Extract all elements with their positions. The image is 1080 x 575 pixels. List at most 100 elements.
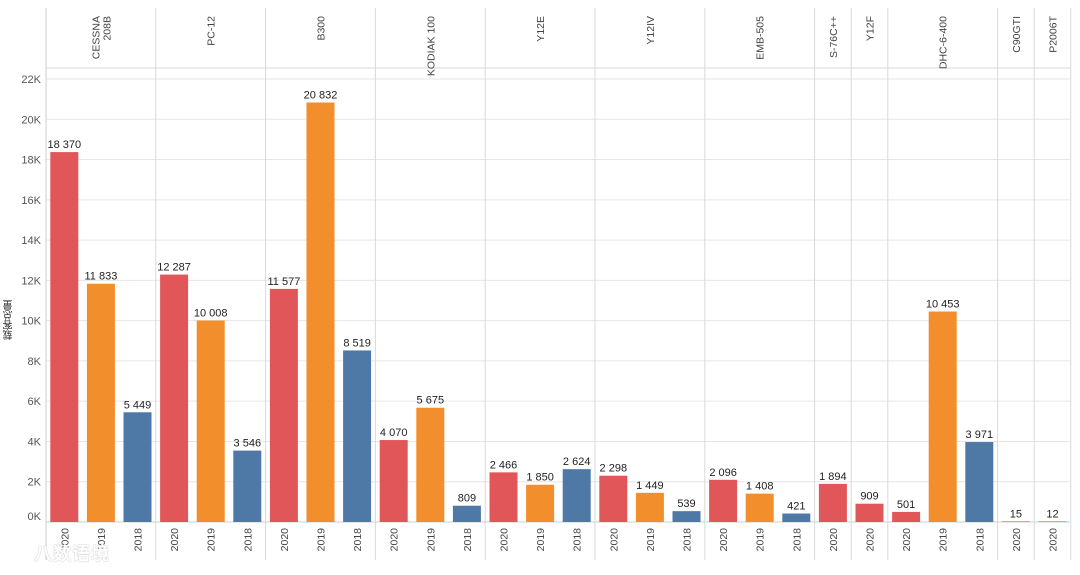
bar (855, 503, 884, 522)
bar-data-label: 501 (897, 499, 915, 511)
group-header-label: KODIAK 100 (425, 16, 437, 76)
bar (86, 283, 115, 522)
bar-data-label: 8 519 (343, 337, 371, 349)
x-tick-label: 2018 (791, 528, 803, 552)
bar-data-label: 11 577 (267, 276, 300, 288)
group-header-label: EMB-505 (755, 16, 767, 60)
bar-data-label: 2 466 (490, 459, 518, 471)
bar (599, 475, 628, 522)
x-tick-label: 2019 (425, 528, 437, 552)
y-tick-label: 14K (21, 235, 41, 247)
group-header-label: P2006T (1048, 15, 1060, 52)
bar-data-label: 1 449 (636, 480, 664, 492)
bar (562, 469, 591, 522)
bar (709, 479, 738, 522)
bar (343, 350, 372, 522)
bar-data-label: 18 370 (47, 139, 81, 151)
bar (269, 288, 298, 522)
bar (452, 505, 481, 522)
bar-data-label: 1 850 (526, 472, 554, 484)
bar (1038, 521, 1067, 522)
x-tick-label: 2019 (316, 528, 328, 552)
y-tick-label: 0K (28, 511, 42, 523)
x-tick-label: 2019 (755, 528, 767, 552)
bar (965, 442, 994, 522)
x-tick-label: 2020 (499, 528, 511, 552)
watermark: 八数语境 (34, 544, 110, 564)
y-tick-label: 2K (28, 477, 42, 489)
x-tick-label: 2019 (938, 528, 950, 552)
bar (306, 102, 335, 522)
group-header-label: DHC-6-400 (938, 16, 950, 69)
x-tick-label: 2018 (462, 528, 474, 552)
bar (123, 412, 152, 522)
bar (745, 493, 774, 522)
x-tick-label: 2019 (96, 528, 108, 552)
x-tick-label: 2018 (242, 528, 254, 552)
group-header-label: Y12F (865, 16, 877, 41)
y-tick-label: 4K (28, 436, 42, 448)
y-tick-label: 20K (21, 114, 41, 126)
bar (1001, 521, 1030, 522)
bar-data-label: 2 298 (600, 463, 628, 475)
bar (160, 274, 189, 522)
bar-data-label: 10 453 (926, 299, 960, 311)
x-tick-label: 2018 (682, 528, 694, 552)
y-tick-label: 22K (21, 74, 41, 86)
group-header-label: C90GTI (1011, 16, 1023, 53)
bar-data-label: 3 971 (966, 429, 994, 441)
bar (196, 320, 225, 522)
bar (489, 472, 518, 522)
x-tick-label: 2020 (279, 528, 291, 552)
bar (416, 407, 445, 522)
x-tick-label: 2019 (206, 528, 218, 552)
bar-data-label: 12 287 (157, 262, 191, 274)
x-tick-label: 2019 (535, 528, 547, 552)
group-header-label: B300 (316, 16, 328, 41)
bar (526, 484, 555, 522)
x-tick-label: 2020 (828, 528, 840, 552)
x-tick-label: 2020 (865, 528, 877, 552)
bar (782, 513, 811, 522)
bar-data-label: 421 (787, 501, 805, 513)
bar-data-label: 2 096 (709, 467, 737, 479)
y-tick-label: 12K (21, 275, 41, 287)
x-tick-label: 2020 (169, 528, 181, 552)
bar (928, 311, 957, 522)
bar-data-label: 1 408 (746, 481, 774, 493)
bar (672, 511, 701, 522)
bar-data-label: 11 833 (84, 271, 117, 283)
bar-data-label: 5 675 (417, 395, 445, 407)
x-tick-label: 2020 (718, 528, 730, 552)
y-axis-title: 载客总量 (4, 300, 15, 340)
bar (818, 483, 847, 522)
bar-data-label: 2 624 (563, 456, 591, 468)
bar-data-label: 10 008 (194, 307, 228, 319)
bar-data-label: 909 (860, 491, 878, 503)
x-tick-label: 2020 (1011, 528, 1023, 552)
y-tick-label: 10K (21, 316, 41, 328)
x-tick-label: 2018 (974, 528, 986, 552)
y-tick-label: 6K (28, 396, 42, 408)
y-tick-label: 18K (21, 155, 41, 167)
x-tick-label: 2020 (1048, 528, 1060, 552)
bar (50, 152, 79, 522)
bar (233, 450, 262, 522)
x-tick-label: 2018 (352, 528, 364, 552)
bar (892, 511, 921, 522)
x-tick-label: 2018 (572, 528, 584, 552)
group-header-label: PC-12 (206, 16, 218, 46)
group-header-label: CESSNA208B (90, 16, 113, 59)
bar-data-label: 15 (1010, 508, 1022, 520)
x-tick-label: 2020 (901, 528, 913, 552)
bar-data-label: 5 449 (124, 399, 152, 411)
y-tick-label: 16K (21, 195, 41, 207)
bar-data-label: 20 832 (304, 90, 338, 102)
bar-data-label: 1 894 (819, 471, 847, 483)
bar (379, 440, 408, 522)
bar-data-label: 3 546 (234, 438, 262, 450)
x-tick-label: 2020 (608, 528, 620, 552)
bar-data-label: 4 070 (380, 427, 408, 439)
bar (635, 492, 664, 522)
bar-data-label: 809 (458, 493, 476, 505)
